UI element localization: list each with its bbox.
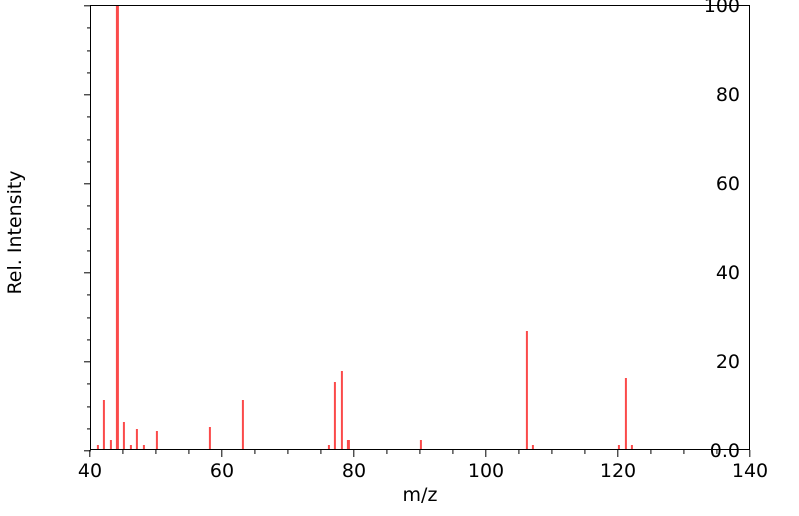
y-axis-minor-tick <box>87 250 91 252</box>
x-axis-tick-label: 140 <box>731 460 769 482</box>
x-axis-minor-tick <box>188 450 190 454</box>
x-axis-major-tick <box>617 450 619 457</box>
spectrum-peak <box>334 382 337 449</box>
x-axis-minor-tick <box>386 450 388 454</box>
y-axis-minor-tick <box>87 227 91 230</box>
x-axis-minor-tick <box>287 450 289 454</box>
y-axis-minor-tick <box>87 316 91 319</box>
x-axis-minor-tick <box>551 450 553 454</box>
spectrum-peak <box>327 444 330 449</box>
y-axis-major-tick <box>84 450 91 452</box>
spectrum-peak <box>532 444 535 449</box>
x-axis-minor-tick <box>650 450 652 454</box>
y-axis-minor-tick <box>87 294 91 296</box>
x-axis-tick-label: 40 <box>77 460 103 482</box>
spectrum-peak <box>142 444 145 449</box>
y-axis-tick-label: 40 <box>715 262 740 284</box>
y-axis-major-tick <box>84 272 91 274</box>
y-axis-minor-tick <box>87 116 91 118</box>
y-axis-minor-tick <box>87 405 91 408</box>
y-axis-major-tick <box>84 5 91 7</box>
y-axis-minor-tick <box>87 428 91 430</box>
y-axis-minor-tick <box>87 49 91 52</box>
spectrum-peak <box>419 440 423 449</box>
y-axis-major-tick <box>84 183 91 185</box>
spectrum-peak <box>617 444 621 449</box>
y-axis-minor-tick <box>87 205 91 207</box>
plot-area <box>91 6 749 449</box>
y-axis-minor-tick <box>87 383 91 385</box>
x-axis-tick-label: 120 <box>599 460 637 482</box>
spectrum-peak <box>241 400 244 449</box>
x-axis-major-tick <box>89 450 91 457</box>
x-axis-tick-label: 100 <box>467 460 505 482</box>
x-axis-minor-tick <box>320 450 322 454</box>
x-axis-minor-tick <box>419 450 421 454</box>
x-axis-major-tick <box>749 450 751 457</box>
y-axis-minor-tick <box>87 138 91 141</box>
x-axis-tick-label: 80 <box>341 460 367 482</box>
y-axis-tick-label: 60 <box>715 173 740 195</box>
spectrum-peak <box>96 444 99 449</box>
spectrum-peak <box>136 428 139 449</box>
spectrum-peak <box>208 426 211 449</box>
plot-frame: 0.0 20 40 60 80 100 <box>84 0 750 462</box>
y-axis-tick-label: 80 <box>715 84 740 106</box>
x-axis-title: m/z <box>402 484 438 506</box>
x-axis-major-tick <box>221 450 223 457</box>
x-axis-minor-tick <box>683 450 685 454</box>
x-axis-minor-tick <box>155 450 157 454</box>
x-axis-minor-tick <box>584 450 586 454</box>
x-axis-minor-tick <box>254 450 256 454</box>
spectrum-peak <box>155 431 159 449</box>
x-axis-minor-tick <box>518 450 520 454</box>
y-axis-major-tick <box>84 94 91 96</box>
x-axis-tick-label: 60 <box>209 460 235 482</box>
spectrum-peak <box>116 6 119 449</box>
spectrum-peak <box>340 371 343 449</box>
x-axis-minor-tick <box>122 450 124 454</box>
y-axis-tick-label: 20 <box>715 351 740 373</box>
y-axis-title: Rel. Intensity <box>4 170 26 295</box>
y-axis-minor-tick <box>87 27 91 29</box>
y-axis-tick-label: 100 <box>703 0 740 17</box>
y-axis-tick-label: 0.0 <box>709 440 740 462</box>
y-axis-minor-tick <box>87 161 91 163</box>
spectrum-peak <box>525 331 528 449</box>
y-axis-minor-tick <box>87 339 91 341</box>
spectrum-peak <box>631 444 634 449</box>
x-axis-major-tick <box>353 450 355 457</box>
x-axis-major-tick <box>485 450 487 457</box>
y-axis-major-tick <box>84 361 91 363</box>
x-axis-minor-tick <box>716 450 718 454</box>
spectrum-peak <box>109 440 112 449</box>
spectrum-peak <box>347 440 350 449</box>
y-axis-minor-tick <box>87 72 91 74</box>
spectrum-peak <box>129 444 132 449</box>
spectrum-peak <box>103 400 106 449</box>
spectrum-peak <box>624 377 627 449</box>
x-axis-minor-tick <box>452 450 454 454</box>
spectrum-peak <box>122 422 126 449</box>
